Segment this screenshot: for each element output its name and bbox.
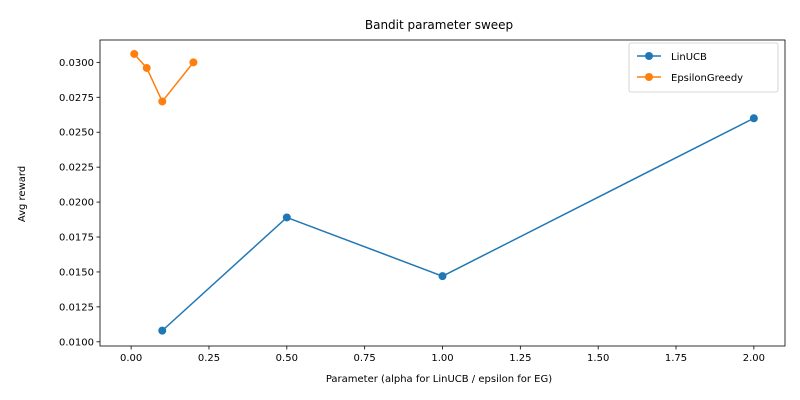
series-0-point-1 [282,213,291,222]
x-tick-label-7: 1.75 [665,353,687,364]
series-1-point-3 [189,58,198,67]
x-tick-label-2: 0.50 [276,353,298,364]
x-tick-label-4: 1.00 [431,353,453,364]
y-tick-label-2: 0.0150 [59,267,94,278]
y-tick-label-0: 0.0100 [59,337,94,348]
y-tick-label-6: 0.0250 [59,128,94,139]
x-tick-label-1: 0.25 [198,353,220,364]
y-tick-label-1: 0.0125 [59,302,94,313]
series-line-0 [161,117,755,332]
plot-area: 0.00 0.25 0.50 0.75 1.00 1.25 1.50 1.75 2.00 0.01… [59,39,786,364]
y-tick-label-5: 0.0225 [59,163,94,174]
series-0-point-2 [438,272,447,281]
series-1-point-0 [130,49,139,58]
legend-label-0: LinUCB [671,52,707,63]
y-axis-label: Avg reward [17,166,28,222]
x-axis-label: Parameter (alpha for LinUCB / epsilon fo… [326,374,552,385]
x-tick-label-6: 1.50 [587,353,609,364]
series-0-point-3 [749,114,758,123]
y-tick-label-8: 0.0300 [59,58,94,69]
y-tick-label-3: 0.0175 [59,233,94,244]
x-tick-label-8: 2.00 [743,353,765,364]
series-1-point-1 [142,63,151,72]
legend-box [628,42,779,93]
legend: LinUCB EpsilonGreedy [628,42,779,93]
series-0-point-0 [158,326,167,335]
x-tick-label-3: 0.75 [354,353,376,364]
series-line-1 [133,53,194,103]
x-tick-label-0: 0.00 [120,353,142,364]
legend-marker-1 [645,73,653,81]
legend-marker-0 [645,52,653,60]
series-1-point-2 [158,97,167,106]
legend-label-1: EpsilonGreedy [671,73,743,84]
chart-title: Bandit parameter sweep [365,18,513,32]
y-tick-label-7: 0.0275 [59,93,94,104]
x-tick-label-5: 1.25 [509,353,531,364]
y-tick-label-4: 0.0200 [59,198,94,209]
